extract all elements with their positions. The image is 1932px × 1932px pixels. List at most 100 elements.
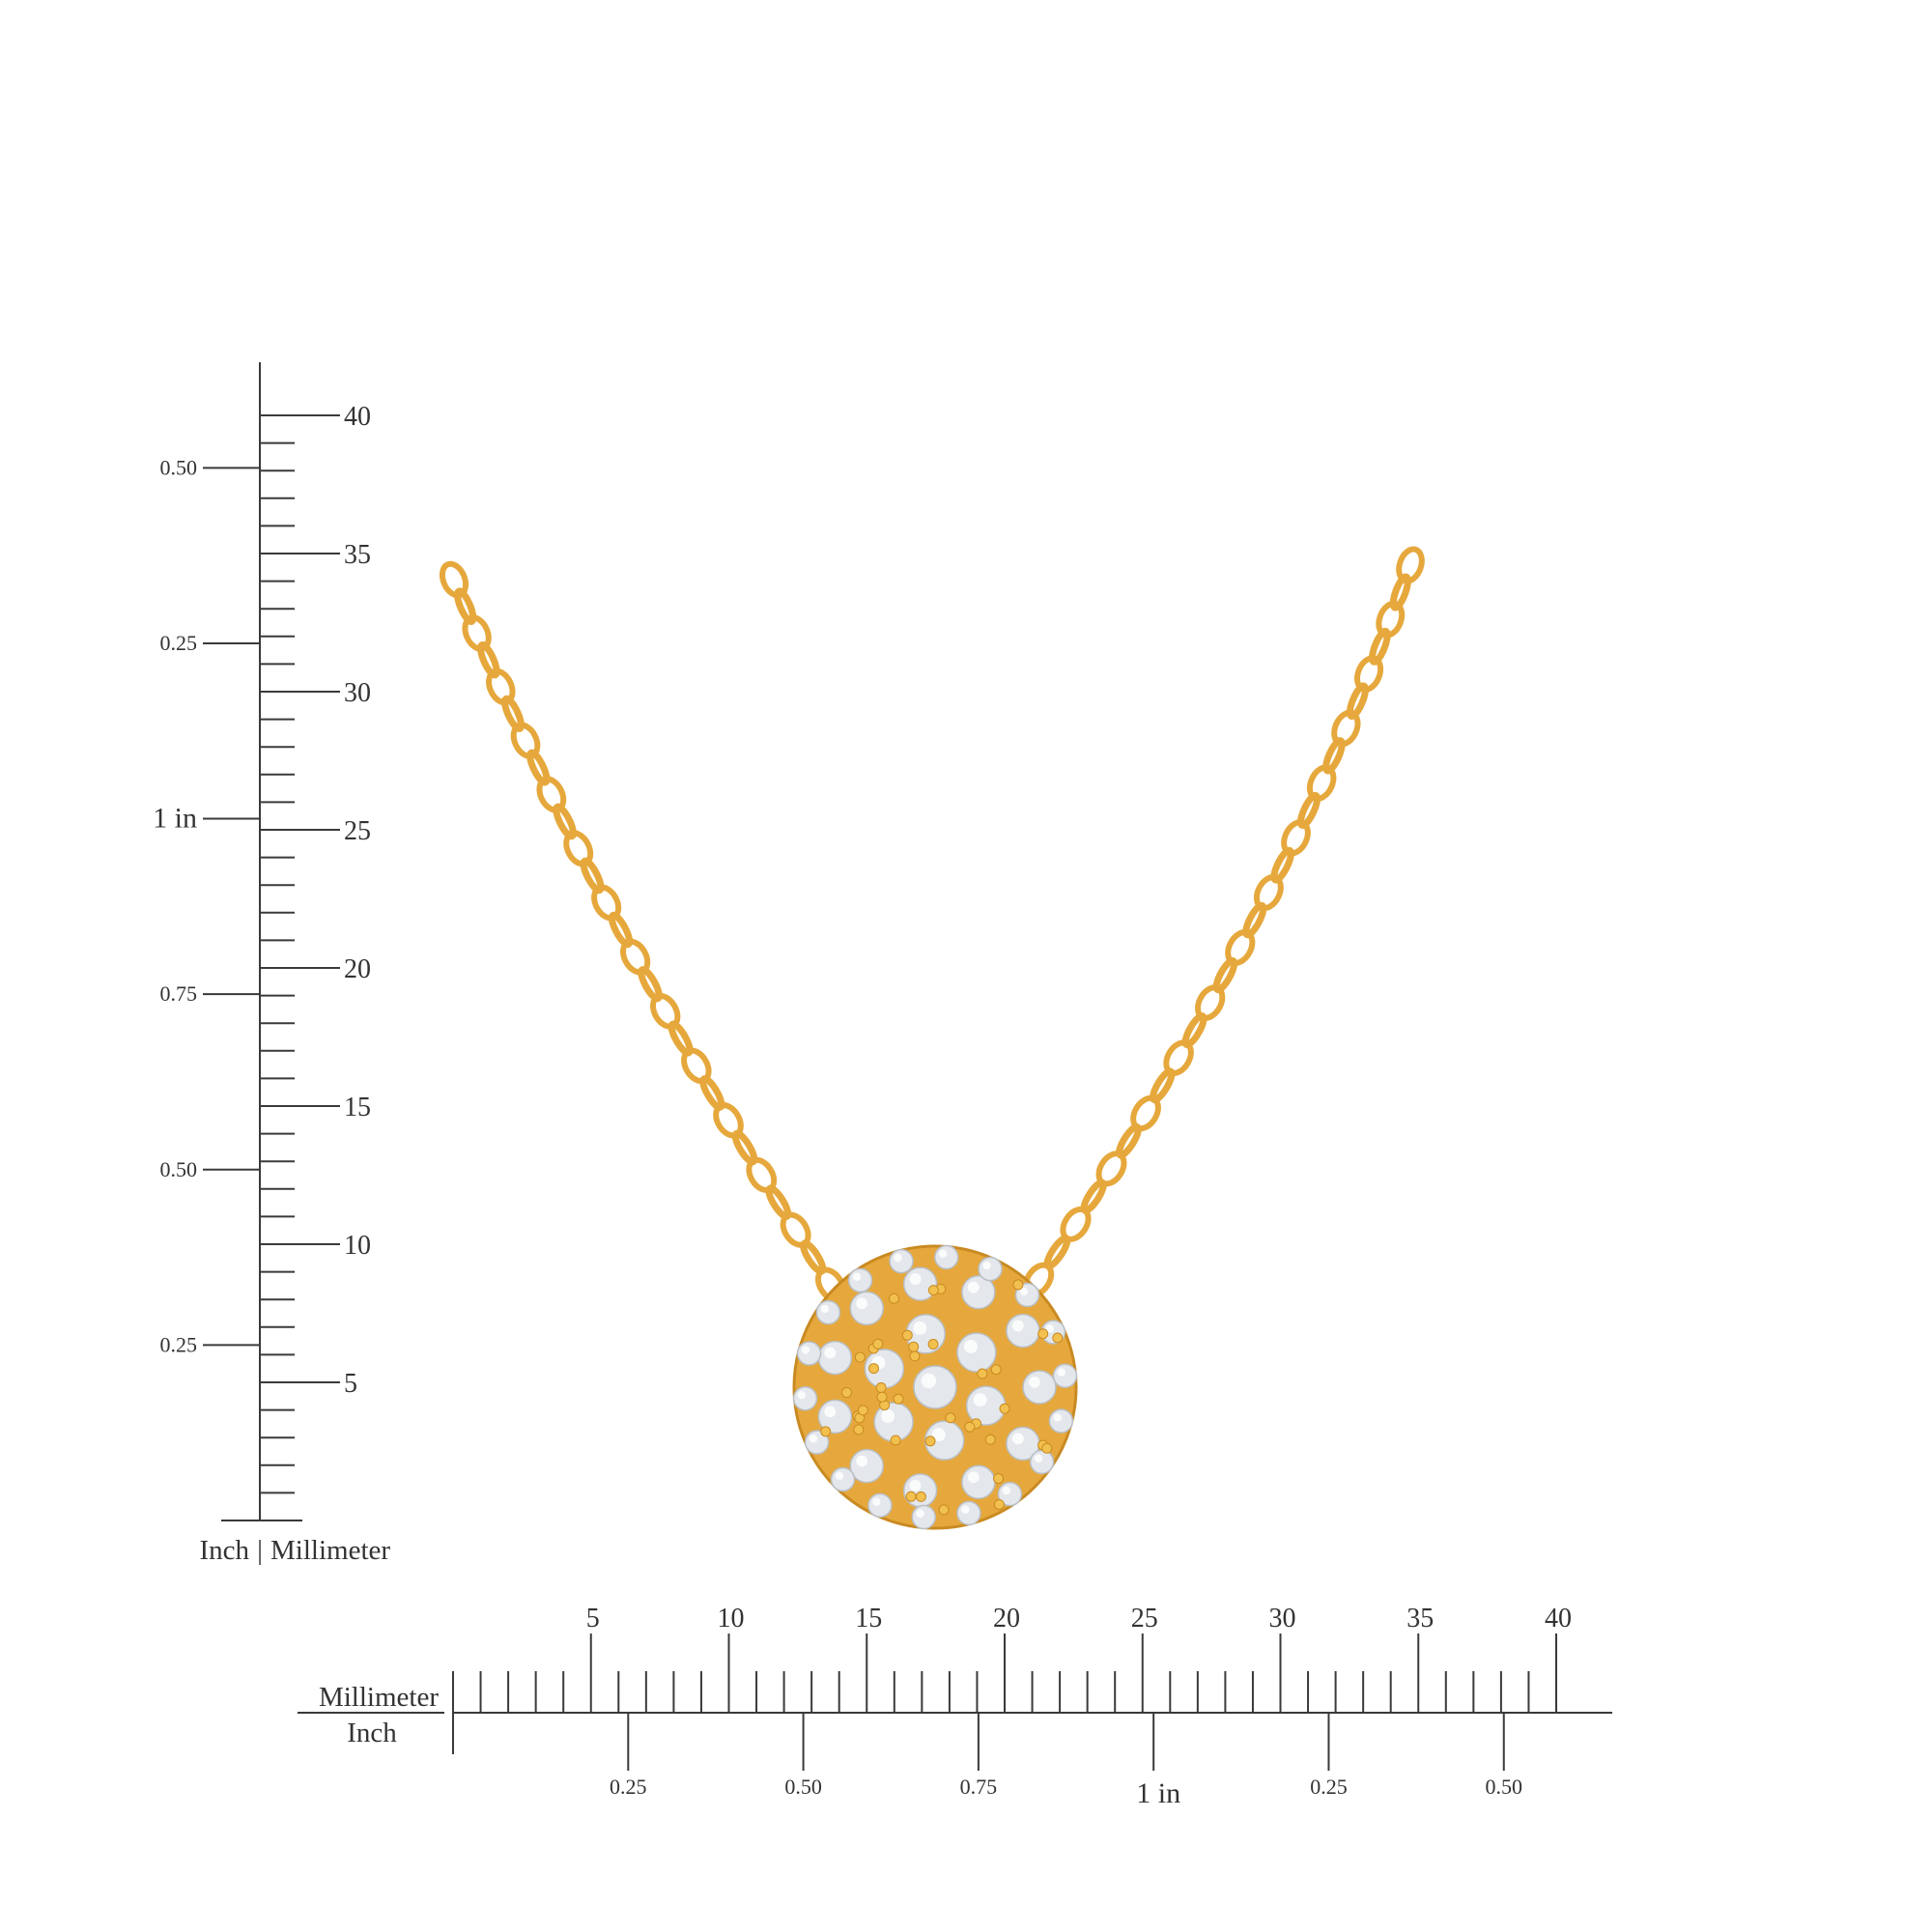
vertical-caption-separator: |: [257, 1535, 263, 1566]
horizontal-label-inch: Inch: [347, 1718, 397, 1748]
diamond: [911, 1504, 936, 1530]
diamond: [830, 1466, 856, 1492]
diamond: [956, 1332, 997, 1373]
diamond-sparkle: [824, 1347, 837, 1359]
diamond: [1048, 1408, 1074, 1434]
mm-label: 35: [1406, 1604, 1434, 1634]
chain-link: [501, 695, 525, 732]
diamond: [1006, 1313, 1040, 1349]
prong: [924, 1435, 936, 1447]
inch-label: 0.25: [610, 1775, 647, 1799]
diamond: [849, 1291, 885, 1326]
chain-link: [454, 587, 477, 625]
prong: [901, 1329, 913, 1341]
diamond-sparkle: [1045, 1324, 1054, 1333]
diamond-sparkle: [967, 1281, 980, 1293]
vertical-caption-inch: Inch: [199, 1535, 249, 1566]
prong: [927, 1339, 939, 1350]
diamond-sparkle: [852, 1272, 862, 1282]
mm-label: 5: [344, 1369, 357, 1399]
diamond: [956, 1500, 981, 1526]
diamond-sparkle: [824, 1406, 837, 1418]
prong: [977, 1368, 988, 1379]
prong: [1041, 1442, 1053, 1454]
mm-label: 20: [344, 954, 371, 984]
diamond: [978, 1256, 1003, 1282]
prong: [964, 1421, 976, 1433]
mm-label: 5: [586, 1604, 600, 1634]
diamond: [961, 1464, 996, 1499]
prong: [857, 1405, 868, 1416]
prong: [853, 1424, 865, 1435]
diamond-sparkle: [809, 1435, 818, 1443]
diamond-sparkle: [856, 1297, 868, 1310]
inch-label: 0.25: [160, 1332, 198, 1356]
inch-label: 0.75: [960, 1775, 998, 1799]
necklace-image: [439, 546, 1425, 1530]
prong: [908, 1341, 920, 1352]
mm-label: 25: [1131, 1604, 1158, 1634]
prong: [875, 1382, 887, 1394]
diamond: [867, 1492, 893, 1519]
mm-label: 15: [344, 1093, 371, 1122]
diamond: [913, 1365, 957, 1409]
diamond-sparkle: [982, 1261, 991, 1270]
pavé-pendant: [792, 1244, 1078, 1530]
diamond-sparkle: [797, 1390, 807, 1400]
diamond: [934, 1244, 959, 1270]
diamond-sparkle: [967, 1471, 980, 1484]
diamond: [1022, 1370, 1057, 1405]
diamond-sparkle: [820, 1304, 830, 1314]
diamond: [849, 1448, 885, 1484]
diamond: [965, 1385, 1007, 1426]
diamond: [796, 1341, 822, 1366]
diamond-sparkle: [1028, 1376, 1040, 1388]
diamond-sparkle: [913, 1321, 927, 1335]
prong: [905, 1491, 917, 1502]
diamond-sparkle: [931, 1428, 946, 1442]
diamond-sparkle: [1011, 1433, 1024, 1445]
diamond-sparkle: [909, 1273, 922, 1285]
prong: [1052, 1332, 1064, 1344]
inch-label: 0.25: [160, 631, 198, 655]
diamond-sparkle: [916, 1509, 924, 1519]
diamond-sparkle: [963, 1340, 978, 1354]
prong: [872, 1338, 884, 1350]
prong: [909, 1350, 921, 1362]
prong: [820, 1426, 832, 1437]
mm-label: 35: [344, 540, 371, 570]
diamond-sparkle: [1053, 1413, 1062, 1422]
mm-label: 30: [344, 678, 371, 708]
horizontal-ruler: Millimeter Inch 5 10 15 20 25 30 35 40 0.25 0.50 0…: [298, 1604, 1612, 1809]
inch-label: 0.25: [1310, 1775, 1348, 1799]
diamond-sparkle: [894, 1253, 902, 1263]
inch-label: 1 in: [153, 803, 197, 835]
prong: [854, 1351, 866, 1363]
inch-label: 0.75: [160, 981, 198, 1006]
mm-label: 30: [1269, 1604, 1296, 1634]
prong: [840, 1387, 852, 1399]
diamond-sparkle: [835, 1471, 844, 1481]
vertical-caption-mm: Millimeter: [270, 1535, 390, 1566]
diamond-sparkle: [1034, 1454, 1043, 1463]
prong: [893, 1393, 904, 1405]
chain-link: [1369, 627, 1391, 666]
prong: [888, 1293, 899, 1304]
inch-label: 0.50: [160, 1157, 198, 1181]
chain-link: [477, 641, 500, 679]
diamond: [1052, 1363, 1078, 1388]
vertical-ruler: Inch | Millimeter 5 10 15 20 25 30 35 40 0.25 0.5…: [153, 362, 390, 1566]
mm-label: 15: [855, 1604, 882, 1634]
prong: [1037, 1328, 1049, 1340]
diamond: [1029, 1449, 1055, 1475]
horizontal-label-mm: Millimeter: [319, 1682, 439, 1713]
prong: [993, 1498, 1005, 1510]
diamond-sparkle: [1011, 1320, 1024, 1332]
diamond-sparkle: [801, 1346, 810, 1354]
diamond-sparkle: [856, 1455, 868, 1467]
mm-label: 40: [344, 402, 371, 432]
prong: [890, 1435, 901, 1446]
prong: [984, 1434, 996, 1445]
